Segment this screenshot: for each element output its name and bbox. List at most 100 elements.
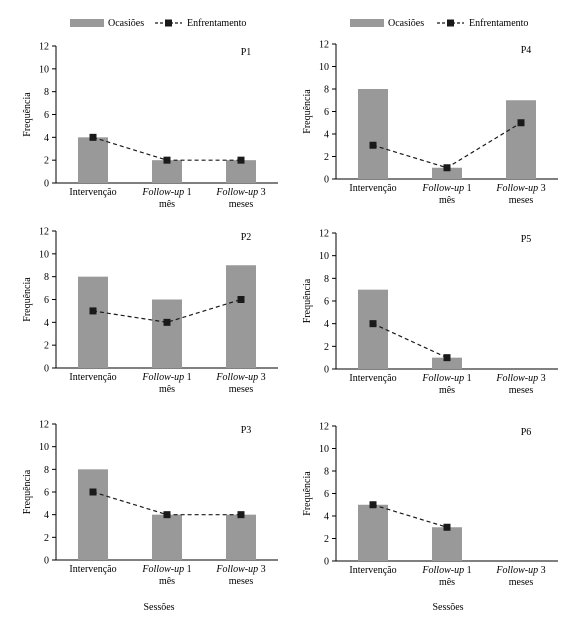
x-tick-label-line2: meses	[229, 384, 254, 395]
y-axis-title: Frequência	[22, 92, 33, 137]
y-tick-label: 4	[324, 130, 329, 141]
bar-ocasioes	[432, 167, 462, 179]
x-tick-label: Follow-up 3	[495, 373, 545, 384]
x-tick-label-line2: mês	[159, 199, 175, 210]
x-tick-label: Intervenção	[69, 564, 116, 575]
x-tick-label: Intervenção	[349, 183, 396, 194]
x-axis-caption-right: Sessões	[432, 602, 463, 613]
legend-right: Ocasiões Enfrentamento	[350, 18, 528, 29]
bar-ocasioes	[358, 89, 388, 179]
y-tick-label: 0	[324, 365, 329, 376]
marker-enfrentamento	[163, 511, 171, 519]
x-tick-label: Intervenção	[349, 373, 396, 384]
y-tick-label: 4	[44, 318, 49, 329]
y-tick-label: 8	[324, 85, 329, 96]
legend-line-marker	[165, 19, 172, 27]
y-tick-label: 12	[319, 422, 329, 433]
x-tick-label: Follow-up 1	[141, 564, 191, 575]
chart-panel-p5: 0 2 4 6 8 10 12 Frequência P5 Intervenção Follow-u…	[302, 229, 558, 396]
y-tick-label: 12	[39, 227, 49, 238]
bar-ocasioes	[226, 160, 256, 183]
x-tick-label-line2: mês	[159, 576, 175, 587]
x-tick-label: Follow-up 3	[495, 565, 545, 576]
y-tick-label: 10	[319, 251, 329, 262]
legend-line-marker	[447, 19, 454, 27]
x-tick-label: Intervenção	[69, 372, 116, 383]
bar-ocasioes	[152, 160, 182, 183]
y-tick-label: 2	[324, 152, 329, 163]
panels-group: 0 2 4 6 8 10 12 Frequência P1 Intervenção Follow-u…	[22, 40, 558, 588]
y-tick-label: 10	[39, 442, 49, 453]
panel-label: P5	[521, 234, 532, 245]
y-tick-label: 8	[324, 274, 329, 285]
bar-ocasioes	[358, 504, 388, 561]
line-enfrentamento	[372, 504, 448, 528]
bar-ocasioes	[78, 469, 108, 560]
marker-enfrentamento	[89, 488, 97, 496]
legend-bar-label: Ocasiões	[388, 18, 424, 29]
y-tick-label: 8	[44, 465, 49, 476]
panel-label: P4	[521, 45, 532, 56]
panel-label: P2	[241, 232, 252, 243]
marker-enfrentamento	[369, 501, 377, 509]
legend-bar-swatch	[70, 19, 104, 27]
marker-enfrentamento	[237, 156, 245, 164]
y-tick-label: 2	[44, 533, 49, 544]
y-axis-title: Frequência	[302, 278, 313, 323]
y-tick-label: 10	[319, 444, 329, 455]
y-tick-label: 4	[44, 510, 49, 521]
x-tick-label: Intervenção	[69, 187, 116, 198]
marker-enfrentamento	[517, 119, 525, 127]
y-tick-label: 2	[324, 534, 329, 545]
x-tick-label: Follow-up 1	[421, 373, 471, 384]
y-tick-label: 6	[324, 297, 329, 308]
panel-label: P3	[241, 425, 252, 436]
x-tick-label-line2: mês	[439, 195, 455, 206]
y-tick-label: 10	[39, 249, 49, 260]
bar-ocasioes	[432, 357, 462, 369]
x-tick-label-line2: meses	[509, 385, 534, 396]
bar-ocasioes	[226, 514, 256, 560]
chart-panel-p6: 0 2 4 6 8 10 12 Frequência P6 Intervenção Follow-u…	[302, 422, 558, 588]
y-tick-label: 2	[324, 342, 329, 353]
y-tick-label: 0	[44, 556, 49, 567]
legend-left: Ocasiões Enfrentamento	[70, 18, 246, 29]
bar-ocasioes	[78, 276, 108, 368]
x-tick-label-line2: mês	[159, 384, 175, 395]
panel-label: P6	[521, 427, 532, 438]
y-tick-label: 8	[324, 467, 329, 478]
marker-enfrentamento	[237, 511, 245, 519]
bar-ocasioes	[432, 527, 462, 561]
bar-ocasioes	[78, 137, 108, 183]
marker-enfrentamento	[89, 133, 97, 141]
legend-line-label: Enfrentamento	[469, 18, 528, 29]
legend-bar-label: Ocasiões	[108, 18, 144, 29]
x-tick-label: Follow-up 1	[421, 565, 471, 576]
y-tick-label: 2	[44, 156, 49, 167]
y-axis-title: Frequência	[302, 471, 313, 516]
marker-enfrentamento	[163, 156, 171, 164]
x-tick-label-line2: meses	[509, 195, 534, 206]
y-tick-label: 4	[324, 512, 329, 523]
y-tick-label: 12	[39, 42, 49, 53]
marker-enfrentamento	[237, 296, 245, 303]
bar-ocasioes	[506, 100, 536, 179]
y-tick-label: 0	[44, 364, 49, 375]
y-tick-label: 2	[44, 341, 49, 352]
x-tick-label: Follow-up 1	[421, 183, 471, 194]
x-tick-label: Intervenção	[349, 565, 396, 576]
line-enfrentamento	[92, 298, 242, 323]
x-tick-label: Follow-up 3	[215, 564, 265, 575]
y-tick-label: 10	[319, 62, 329, 73]
y-tick-label: 4	[324, 319, 329, 330]
y-axis-title: Frequência	[302, 89, 313, 134]
y-tick-label: 6	[44, 295, 49, 306]
legend-bar-swatch	[350, 19, 384, 27]
marker-enfrentamento	[443, 164, 451, 172]
x-tick-label: Follow-up 3	[215, 187, 265, 198]
chart-panel-p1: 0 2 4 6 8 10 12 Frequência P1 Intervenção Follow-u…	[22, 42, 278, 210]
chart-panel-p4: 0 2 4 6 8 10 12 Frequência P4 Intervenção Follow-u…	[302, 40, 558, 206]
marker-enfrentamento	[369, 320, 377, 328]
marker-enfrentamento	[163, 318, 171, 326]
